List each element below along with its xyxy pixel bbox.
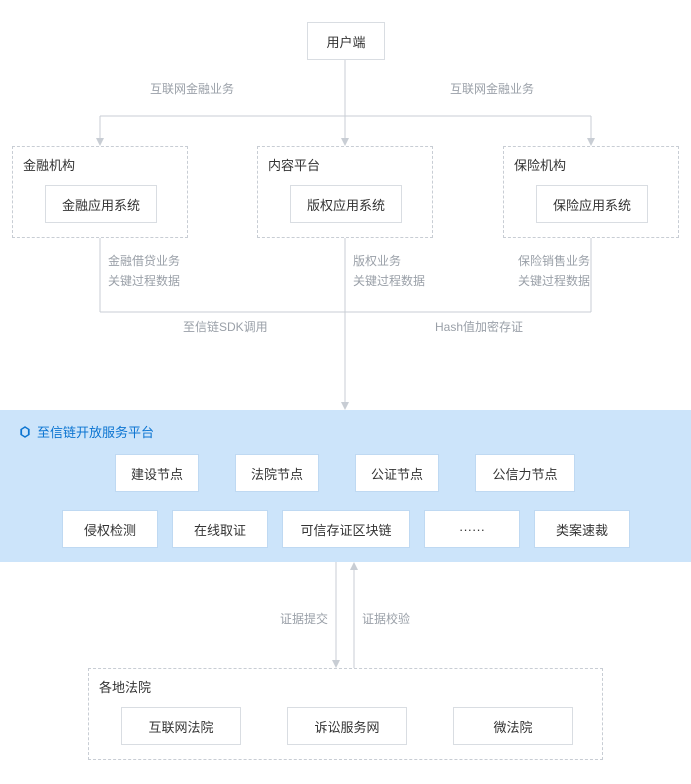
node-qinquan: 侵权检测	[62, 510, 158, 548]
node-internet-court: 互联网法院	[121, 707, 241, 745]
label-finance-l2: 关键过程数据	[108, 272, 180, 289]
platform-title: 至信链开放服务平台	[18, 422, 154, 441]
label-mid-right: Hash值加密存证	[435, 318, 523, 335]
label-mid-left: 至信链SDK调用	[183, 318, 268, 335]
group-finance: 金融机构 金融应用系统	[12, 146, 188, 238]
node-micro-court: 微法院	[453, 707, 573, 745]
label-finance-l1: 金融借贷业务	[108, 252, 180, 269]
node-insurance-system-label: 保险应用系统	[553, 195, 631, 214]
node-gongzheng: 公证节点	[355, 454, 439, 492]
node-client: 用户端	[307, 22, 385, 60]
node-online-evidence: 在线取证	[172, 510, 268, 548]
group-insurance-title: 保险机构	[514, 155, 566, 174]
label-evidence-submit: 证据提交	[280, 610, 328, 627]
group-insurance: 保险机构 保险应用系统	[503, 146, 679, 238]
blockchain-icon	[18, 425, 32, 439]
group-content: 内容平台 版权应用系统	[257, 146, 433, 238]
label-insurance-l2: 关键过程数据	[518, 272, 590, 289]
node-leian: 类案速裁	[534, 510, 630, 548]
group-content-title: 内容平台	[268, 155, 320, 174]
node-content-system-label: 版权应用系统	[307, 195, 385, 214]
node-fayuan: 法院节点	[235, 454, 319, 492]
node-litigation-svc: 诉讼服务网	[287, 707, 407, 745]
label-content-l1: 版权业务	[353, 252, 401, 269]
node-gongxinli: 公信力节点	[475, 454, 575, 492]
node-kexin-blockchain: 可信存证区块链	[282, 510, 410, 548]
node-finance-system-label: 金融应用系统	[62, 195, 140, 214]
edge-label-top-right: 互联网金融业务	[450, 80, 534, 97]
platform-title-text: 至信链开放服务平台	[37, 422, 154, 441]
node-insurance-system: 保险应用系统	[536, 185, 648, 223]
label-insurance-l1: 保险销售业务	[518, 252, 590, 269]
connector-lines	[0, 0, 691, 784]
group-court-title: 各地法院	[99, 677, 151, 696]
node-jianshe: 建设节点	[115, 454, 199, 492]
node-content-system: 版权应用系统	[290, 185, 402, 223]
platform-container: 至信链开放服务平台 建设节点 法院节点 公证节点 公信力节点 侵权检测 在线取证…	[0, 410, 691, 562]
edge-label-top-left: 互联网金融业务	[150, 80, 234, 97]
label-content-l2: 关键过程数据	[353, 272, 425, 289]
node-ellipsis: ······	[424, 510, 520, 548]
node-finance-system: 金融应用系统	[45, 185, 157, 223]
group-court: 各地法院 互联网法院 诉讼服务网 微法院	[88, 668, 603, 760]
group-finance-title: 金融机构	[23, 155, 75, 174]
node-client-label: 用户端	[326, 32, 365, 51]
label-evidence-verify: 证据校验	[362, 610, 410, 627]
